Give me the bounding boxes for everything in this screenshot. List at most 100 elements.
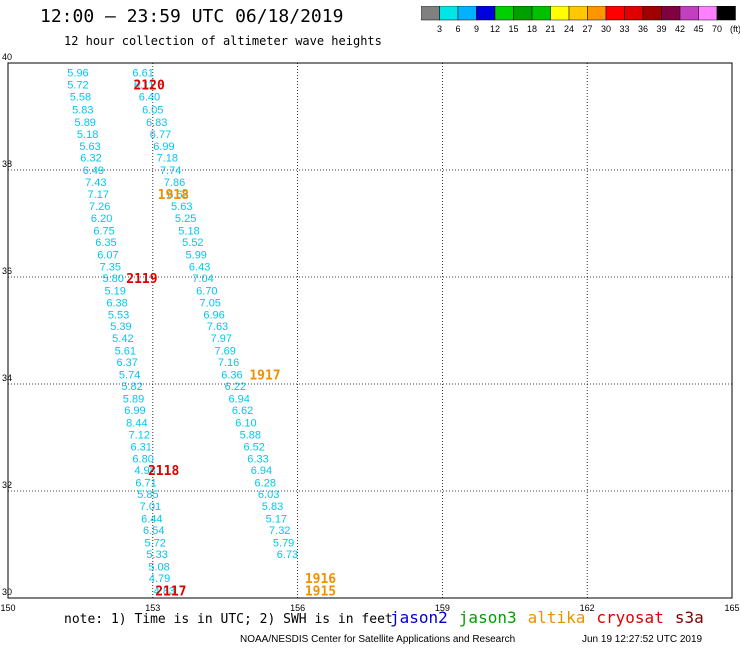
colorbar-label: 70 xyxy=(712,24,722,34)
wave-height-value: 6.07 xyxy=(97,250,118,262)
colorbar-swatch xyxy=(716,6,736,21)
wave-height-value: 5.89 xyxy=(75,117,96,129)
wave-height-value: 6.54 xyxy=(143,525,164,537)
wave-height-value: 6.28 xyxy=(255,477,276,489)
wave-height-value: 6.70 xyxy=(196,285,217,297)
wave-height-value: 7.17 xyxy=(88,189,109,201)
units-note: note: 1) Time is in UTC; 2) SWH is in fe… xyxy=(64,612,393,627)
pass-time-label: 1917 xyxy=(249,368,280,383)
satellite-legend: jason2 jason3 altika cryosat s3a xyxy=(390,608,715,627)
wave-height-value: 5.53 xyxy=(108,309,129,321)
color-scale-bar: 3 6 9 12 15 18 21 24 27 30 33 36 39 42 45 70 (ft) xyxy=(421,6,740,34)
wave-height-value: 5.96 xyxy=(67,68,88,80)
chart-subtitle: 12 hour collection of altimeter wave hei… xyxy=(64,34,382,48)
pass-time-label: 2120 xyxy=(133,78,164,93)
wave-height-value: 7.18 xyxy=(157,153,178,165)
wave-height-value: 6.49 xyxy=(83,165,104,177)
wave-height-value: 5.83 xyxy=(262,501,283,513)
wave-height-value: 6.38 xyxy=(106,298,127,310)
legend-jason2: jason2 xyxy=(390,608,448,627)
credit-text: NOAA/NESDIS Center for Satellite Applica… xyxy=(240,634,516,645)
wave-height-value: 6.37 xyxy=(117,357,138,369)
x-tick-label: 162 xyxy=(580,603,595,613)
wave-height-value: 6.43 xyxy=(189,261,210,273)
y-tick-label: 34 xyxy=(2,373,12,383)
wave-height-value: 6.44 xyxy=(141,513,162,525)
wave-height-value: 6.96 xyxy=(203,309,224,321)
y-tick-label: 36 xyxy=(2,266,12,276)
x-tick-label: 159 xyxy=(435,603,450,613)
wave-height-value: 7.35 xyxy=(100,261,121,273)
wave-height-value: 6.73 xyxy=(277,549,298,561)
pass-time-label: 1915 xyxy=(305,585,336,600)
wave-height-value: 6.52 xyxy=(243,442,264,454)
x-tick-label: 150 xyxy=(0,603,15,613)
wave-height-value: 8.44 xyxy=(126,418,147,430)
wave-height-value: 5.42 xyxy=(112,333,133,345)
legend-altika: altika xyxy=(527,608,586,627)
wave-height-value: 5.25 xyxy=(175,213,196,225)
wave-height-value: 5.61 xyxy=(115,345,136,357)
wave-height-value: 5.88 xyxy=(240,429,261,441)
wave-height-value: 5.17 xyxy=(266,513,287,525)
wave-height-value: 6.32 xyxy=(80,153,101,165)
wave-height-value: 6.83 xyxy=(146,117,167,129)
pass-time-label: 2118 xyxy=(148,464,179,479)
colorbar-label: 9 xyxy=(474,24,479,34)
wave-height-value: 5.83 xyxy=(72,105,93,117)
colorbar-label: 45 xyxy=(693,24,703,34)
wave-height-value: 6.94 xyxy=(228,393,249,405)
wave-height-value: 7.43 xyxy=(85,177,106,189)
wave-height-value: 6.10 xyxy=(235,418,256,430)
colorbar-label: 39 xyxy=(656,24,666,34)
wave-height-value: 5.18 xyxy=(178,225,199,237)
wave-height-value: 5.63 xyxy=(171,201,192,213)
wave-height-value: 5.72 xyxy=(67,79,88,91)
wave-height-value: 6.62 xyxy=(167,189,188,201)
pass-time-label: 1918 xyxy=(158,188,189,203)
pass-time-label: 2117 xyxy=(155,585,186,600)
wave-height-value: 4.98 xyxy=(134,465,155,477)
wave-height-value: 7.63 xyxy=(207,321,228,333)
wave-height-value: 5.52 xyxy=(182,237,203,249)
x-tick-label: 165 xyxy=(724,603,739,613)
wave-height-value: 5.99 xyxy=(186,250,207,262)
legend-cryosat: cryosat xyxy=(596,608,664,627)
wave-height-value: 5.89 xyxy=(123,393,144,405)
wave-height-value: 6.40 xyxy=(139,92,160,104)
wave-height-value: 6.71 xyxy=(135,477,156,489)
colorbar-label: 33 xyxy=(619,24,629,34)
wave-height-value: 5.33 xyxy=(146,549,167,561)
wave-height-value: 5.63 xyxy=(79,141,100,153)
wave-height-value: 5.58 xyxy=(70,92,91,104)
colorbar-label: 15 xyxy=(508,24,518,34)
colorbar-label: 6 xyxy=(455,24,460,34)
wave-height-value: 6.62 xyxy=(232,405,253,417)
wave-height-value: 6.75 xyxy=(93,225,114,237)
wave-height-value: 6.20 xyxy=(91,213,112,225)
wave-height-value: 7.97 xyxy=(211,333,232,345)
legend-s3a: s3a xyxy=(674,608,704,627)
colorbar-label: 27 xyxy=(582,24,592,34)
y-tick-label: 30 xyxy=(2,587,12,597)
x-tick-label: 153 xyxy=(145,603,160,613)
chart-title: 12:00 – 23:59 UTC 06/18/2019 xyxy=(40,6,344,27)
wave-height-value: 7.26 xyxy=(89,201,110,213)
wave-height-value: 6.80 xyxy=(132,453,153,465)
timestamp-text: Jun 19 12:27:52 UTC 2019 xyxy=(582,634,703,645)
colorbar-label: 21 xyxy=(545,24,555,34)
wave-height-value: 6.99 xyxy=(153,141,174,153)
wave-height-value: 6.31 xyxy=(131,442,152,454)
pass-time-label: 1916 xyxy=(305,572,336,587)
wave-height-value: 4.83 xyxy=(154,586,175,598)
wave-height-value: 7.69 xyxy=(214,345,235,357)
wave-height-value: 7.01 xyxy=(140,501,161,513)
colorbar-label: 12 xyxy=(490,24,500,34)
wave-height-value: 6.77 xyxy=(150,129,171,141)
wave-height-value: 6.22 xyxy=(225,381,246,393)
wave-height-value: 5.39 xyxy=(110,321,131,333)
wave-height-value: 7.05 xyxy=(200,298,221,310)
wave-height-value: 5.82 xyxy=(121,381,142,393)
wave-height-value: 7.86 xyxy=(164,177,185,189)
